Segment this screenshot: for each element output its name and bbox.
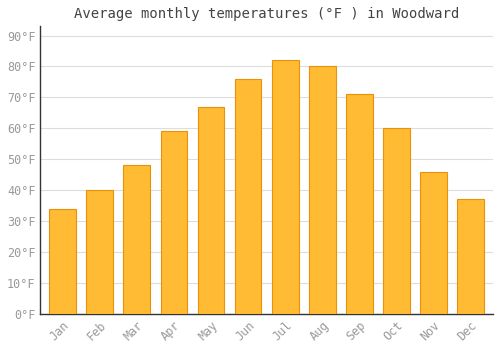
Bar: [272, 60, 298, 314]
Bar: [124, 166, 150, 314]
Bar: [383, 128, 410, 314]
Bar: [198, 107, 224, 314]
Bar: [86, 190, 113, 314]
Bar: [420, 172, 447, 314]
Bar: [458, 199, 484, 314]
Title: Average monthly temperatures (°F ) in Woodward: Average monthly temperatures (°F ) in Wo…: [74, 7, 460, 21]
Bar: [49, 209, 76, 314]
Bar: [235, 79, 262, 314]
Bar: [160, 132, 188, 314]
Bar: [309, 66, 336, 314]
Bar: [346, 94, 373, 314]
